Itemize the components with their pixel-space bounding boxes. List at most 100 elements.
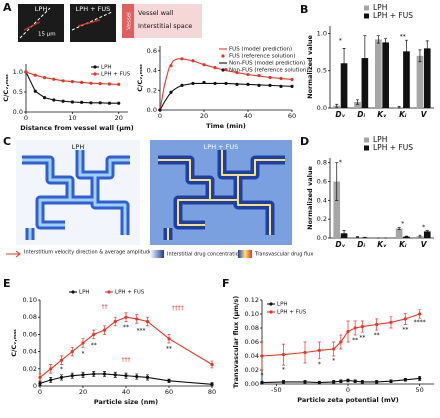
point bbox=[403, 317, 407, 321]
schematic-label: Interstitial space bbox=[138, 22, 192, 30]
error-bar bbox=[418, 234, 422, 238]
point bbox=[224, 81, 228, 86]
vessel-label: Vessel bbox=[127, 12, 133, 30]
annotation: ** bbox=[123, 324, 129, 331]
error-bar bbox=[384, 38, 388, 47]
point bbox=[403, 378, 407, 382]
point bbox=[42, 96, 47, 100]
point bbox=[375, 322, 379, 327]
legend-label: LPH + FUS bbox=[101, 72, 131, 78]
legend-label: LPH + FUS bbox=[373, 11, 413, 20]
y-axis-label: Normalized value bbox=[306, 166, 314, 230]
point bbox=[169, 90, 173, 94]
annotation: * bbox=[422, 224, 425, 231]
point bbox=[70, 350, 74, 354]
legend-label: LPH + FUS bbox=[373, 143, 413, 152]
panel-label: F bbox=[222, 277, 230, 290]
y-tick-label: 0.5 bbox=[317, 67, 327, 75]
y-axis-label: C/Cᵥ,ₘₐₓ bbox=[2, 74, 10, 102]
point bbox=[81, 341, 85, 345]
point bbox=[38, 375, 42, 379]
legend-label: FUS (reference solution) bbox=[229, 54, 296, 60]
point bbox=[303, 380, 307, 384]
x-tick-label: 60 bbox=[288, 112, 296, 120]
point bbox=[235, 82, 239, 86]
image-label: LPH + FUS bbox=[76, 5, 111, 13]
legend-text: Interstitial drug concentration bbox=[167, 252, 242, 258]
point bbox=[246, 72, 250, 77]
bar bbox=[416, 55, 424, 108]
point bbox=[98, 82, 102, 86]
point bbox=[360, 325, 364, 329]
annotation: **** bbox=[414, 319, 426, 326]
y-axis-label: Normalized value bbox=[306, 35, 314, 99]
point bbox=[191, 59, 195, 63]
annotation: * bbox=[332, 357, 335, 364]
point bbox=[167, 379, 171, 383]
legend-swatch bbox=[364, 13, 369, 19]
y-tick-label: 0.10 bbox=[245, 310, 259, 318]
schematic bbox=[122, 4, 202, 38]
point bbox=[213, 66, 217, 70]
x-tick-label: 80 bbox=[208, 388, 216, 396]
bar bbox=[340, 63, 348, 108]
annotation: * bbox=[318, 361, 321, 368]
x-tick-label: Dᵥ bbox=[335, 240, 345, 249]
point bbox=[257, 83, 261, 87]
point bbox=[80, 80, 84, 84]
error-bar bbox=[363, 236, 367, 239]
legend-swatch bbox=[364, 145, 369, 151]
point bbox=[70, 374, 74, 378]
point bbox=[180, 83, 184, 87]
line bbox=[159, 82, 293, 111]
point bbox=[260, 381, 264, 385]
vessel-network bbox=[22, 150, 285, 240]
x-tick-label: Kᵢ bbox=[399, 240, 407, 249]
legend-marker bbox=[221, 68, 225, 72]
point bbox=[235, 70, 239, 75]
annotation: ** bbox=[374, 332, 380, 339]
y-tick-label: 0.02 bbox=[245, 366, 259, 374]
point bbox=[38, 381, 42, 386]
legend-text: Interstitium velocity direction & averag… bbox=[24, 250, 152, 256]
x-tick-label: 60 bbox=[165, 388, 173, 396]
annotation: * bbox=[261, 372, 264, 379]
point bbox=[353, 326, 357, 330]
point bbox=[180, 57, 184, 61]
error-bar bbox=[425, 40, 429, 57]
x-axis-label: Particle zeta potential (mV) bbox=[297, 396, 398, 404]
annotation: ** bbox=[352, 337, 358, 344]
y-tick-label: 0.8 bbox=[317, 159, 327, 167]
point bbox=[169, 64, 173, 68]
y-tick-label: 0.4 bbox=[147, 67, 157, 75]
bar bbox=[375, 39, 382, 108]
point bbox=[33, 73, 37, 77]
y-tick-label: 0.0 bbox=[317, 234, 327, 242]
point bbox=[52, 98, 56, 102]
annotation: * bbox=[82, 351, 85, 358]
x-tick-label: 0 bbox=[346, 386, 350, 394]
point bbox=[360, 380, 364, 384]
y-tick-label: 0.5 bbox=[13, 88, 23, 96]
point bbox=[158, 108, 162, 112]
legend-marker bbox=[107, 290, 111, 294]
point bbox=[61, 99, 65, 103]
point bbox=[279, 84, 283, 88]
legend-label: LPH bbox=[101, 65, 112, 71]
y-tick-label: 0.06 bbox=[23, 330, 37, 338]
legend-swatch bbox=[364, 137, 369, 143]
point bbox=[224, 68, 228, 72]
y-tick-label: 0.4 bbox=[317, 196, 327, 204]
point bbox=[49, 367, 53, 371]
panel-label: B bbox=[300, 3, 308, 16]
signal bbox=[23, 19, 101, 31]
annotation: ** bbox=[400, 34, 406, 41]
point bbox=[145, 319, 150, 324]
point bbox=[339, 340, 343, 344]
x-tick-label: Kᵥ bbox=[377, 110, 387, 119]
legend-swatch bbox=[364, 5, 369, 11]
x-tick-label: 10 bbox=[68, 114, 76, 122]
y-tick-label: 0.0 bbox=[147, 106, 157, 114]
point bbox=[257, 73, 261, 78]
point bbox=[418, 376, 422, 380]
